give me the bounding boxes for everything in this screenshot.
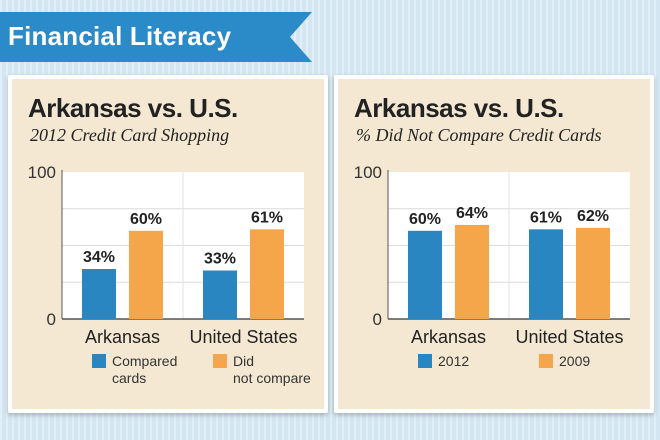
- bar: [529, 229, 563, 319]
- data-label: 34%: [83, 249, 115, 266]
- data-label: 60%: [130, 211, 162, 228]
- legend-swatch: [213, 354, 227, 368]
- data-label: 33%: [204, 250, 236, 267]
- legend-label: 2012: [438, 353, 469, 369]
- data-label: 62%: [577, 208, 609, 225]
- legend-label-line: Did: [233, 353, 254, 369]
- legend-label-line: cards: [112, 370, 146, 386]
- bar: [576, 227, 610, 319]
- legend-swatch: [418, 354, 432, 368]
- data-label: 64%: [456, 205, 488, 222]
- bar: [455, 224, 489, 319]
- chart-panel-did-not-compare: Arkansas vs. U.S. % Did Not Compare Cred…: [334, 75, 654, 413]
- banner-ribbon: [0, 12, 312, 62]
- y-tick-label: 100: [28, 163, 56, 182]
- legend-label-line: 2009: [559, 353, 590, 369]
- legend-label: 2009: [559, 353, 590, 369]
- data-label: 61%: [530, 209, 562, 226]
- y-tick-label: 0: [373, 310, 382, 329]
- x-tick-label: United States: [515, 327, 623, 347]
- bar-chart-credit-card-shopping: 0 100 34% 60% Arkansas 33% 61% United States Com…: [28, 163, 311, 386]
- chart-panel-credit-card-shopping: Arkansas vs. U.S. 2012 Credit Card Shopp…: [8, 75, 328, 413]
- data-label: 61%: [251, 209, 283, 226]
- x-tick-label: Arkansas: [85, 327, 160, 347]
- chart-title: Arkansas vs. U.S.: [354, 93, 564, 123]
- bar-chart-did-not-compare: 0 100 60% 64% Arkansas 61% 62% United States 201…: [354, 163, 630, 369]
- y-tick-label: 100: [354, 163, 382, 182]
- x-tick-label: United States: [189, 327, 297, 347]
- y-tick-label: 0: [47, 310, 56, 329]
- data-label: 60%: [409, 211, 441, 228]
- chart-title: Arkansas vs. U.S.: [28, 93, 238, 123]
- legend-swatch: [92, 354, 106, 368]
- chart-subtitle: 2012 Credit Card Shopping: [30, 125, 230, 145]
- legend-label-line: 2012: [438, 353, 469, 369]
- bar: [203, 270, 237, 319]
- x-tick-label: Arkansas: [411, 327, 486, 347]
- legend-label-line: not compare: [233, 370, 311, 386]
- banner-title: Financial Literacy: [8, 21, 232, 51]
- bar: [129, 230, 163, 319]
- bar: [82, 269, 116, 319]
- bar: [250, 229, 284, 319]
- legend-label: Did not compare: [233, 353, 311, 386]
- bar: [408, 230, 442, 319]
- section-banner: Financial Literacy: [0, 12, 320, 62]
- legend-label-line: Compared: [112, 353, 177, 369]
- legend-swatch: [539, 354, 553, 368]
- chart-subtitle: % Did Not Compare Credit Cards: [356, 125, 602, 145]
- legend-label: Compared cards: [112, 353, 177, 386]
